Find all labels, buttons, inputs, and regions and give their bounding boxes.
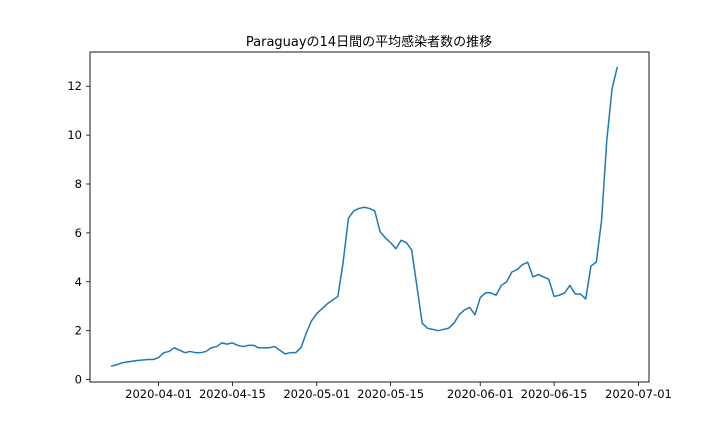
x-tick-label: 2020-06-15 <box>521 387 588 401</box>
plot-frame <box>90 52 649 382</box>
y-tick-label: 2 <box>75 324 82 338</box>
x-tick-label: 2020-05-01 <box>283 387 350 401</box>
y-tick-label: 8 <box>75 177 82 191</box>
x-tick-label: 2020-04-15 <box>199 387 266 401</box>
x-tick-label: 2020-04-01 <box>125 387 192 401</box>
y-tick-label: 6 <box>75 226 82 240</box>
y-tick-label: 10 <box>67 128 82 142</box>
chart-title: Paraguayの14日間の平均感染者数の推移 <box>246 34 492 50</box>
y-axis: 0 2 4 6 8 10 12 <box>67 79 90 386</box>
y-tick-label: 0 <box>75 373 82 387</box>
y-tick-label: 4 <box>75 275 82 289</box>
x-axis: 2020-04-01 2020-04-15 2020-05-01 2020-05-15… <box>125 382 672 401</box>
x-tick-label: 2020-07-01 <box>605 387 672 401</box>
y-tick-label: 12 <box>67 79 82 93</box>
series-layer <box>111 67 617 366</box>
x-tick-label: 2020-06-01 <box>447 387 514 401</box>
series-line <box>111 67 617 366</box>
x-tick-label: 2020-05-15 <box>357 387 424 401</box>
